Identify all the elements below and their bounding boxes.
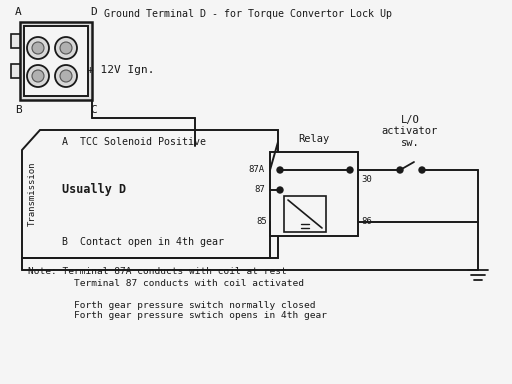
Circle shape <box>55 37 77 59</box>
Text: 30: 30 <box>361 175 372 184</box>
Text: B: B <box>15 105 22 115</box>
Text: Usually D: Usually D <box>62 184 126 197</box>
Text: 85: 85 <box>256 217 267 227</box>
Circle shape <box>60 42 72 54</box>
Text: D: D <box>91 7 97 17</box>
Text: A: A <box>15 7 22 17</box>
Text: 87A: 87A <box>248 166 264 174</box>
Circle shape <box>277 187 283 193</box>
Text: Transmission: Transmission <box>28 162 36 226</box>
Circle shape <box>55 65 77 87</box>
Text: L/O
activator
sw.: L/O activator sw. <box>382 115 438 148</box>
Text: B  Contact open in 4th gear: B Contact open in 4th gear <box>62 237 224 247</box>
Bar <box>284 196 326 232</box>
Circle shape <box>32 70 44 82</box>
Bar <box>20 22 92 100</box>
Circle shape <box>27 37 49 59</box>
Text: C: C <box>91 105 97 115</box>
Text: 86: 86 <box>361 217 372 227</box>
Bar <box>11 64 20 78</box>
Bar <box>270 152 358 236</box>
Circle shape <box>60 70 72 82</box>
Circle shape <box>397 167 403 173</box>
Text: + 12V Ign.: + 12V Ign. <box>87 65 155 75</box>
Circle shape <box>277 167 283 173</box>
Text: Relay: Relay <box>298 134 330 144</box>
Text: Forth gear pressure swtich opens in 4th gear: Forth gear pressure swtich opens in 4th … <box>28 311 327 321</box>
Text: Forth gear pressure switch normally closed: Forth gear pressure switch normally clos… <box>28 301 315 310</box>
Circle shape <box>419 167 425 173</box>
Text: Terminal 87 conducts with coil activated: Terminal 87 conducts with coil activated <box>28 278 304 288</box>
Bar <box>24 26 88 96</box>
Circle shape <box>32 42 44 54</box>
Circle shape <box>27 65 49 87</box>
Text: A  TCC Solenoid Positive: A TCC Solenoid Positive <box>62 137 206 147</box>
Text: Note: Terminal 87A conducts with coil at rest: Note: Terminal 87A conducts with coil at… <box>28 268 287 276</box>
Circle shape <box>347 167 353 173</box>
Bar <box>11 34 20 48</box>
Text: Ground Terminal D - for Torque Convertor Lock Up: Ground Terminal D - for Torque Convertor… <box>104 9 392 19</box>
Text: 87: 87 <box>254 185 265 195</box>
